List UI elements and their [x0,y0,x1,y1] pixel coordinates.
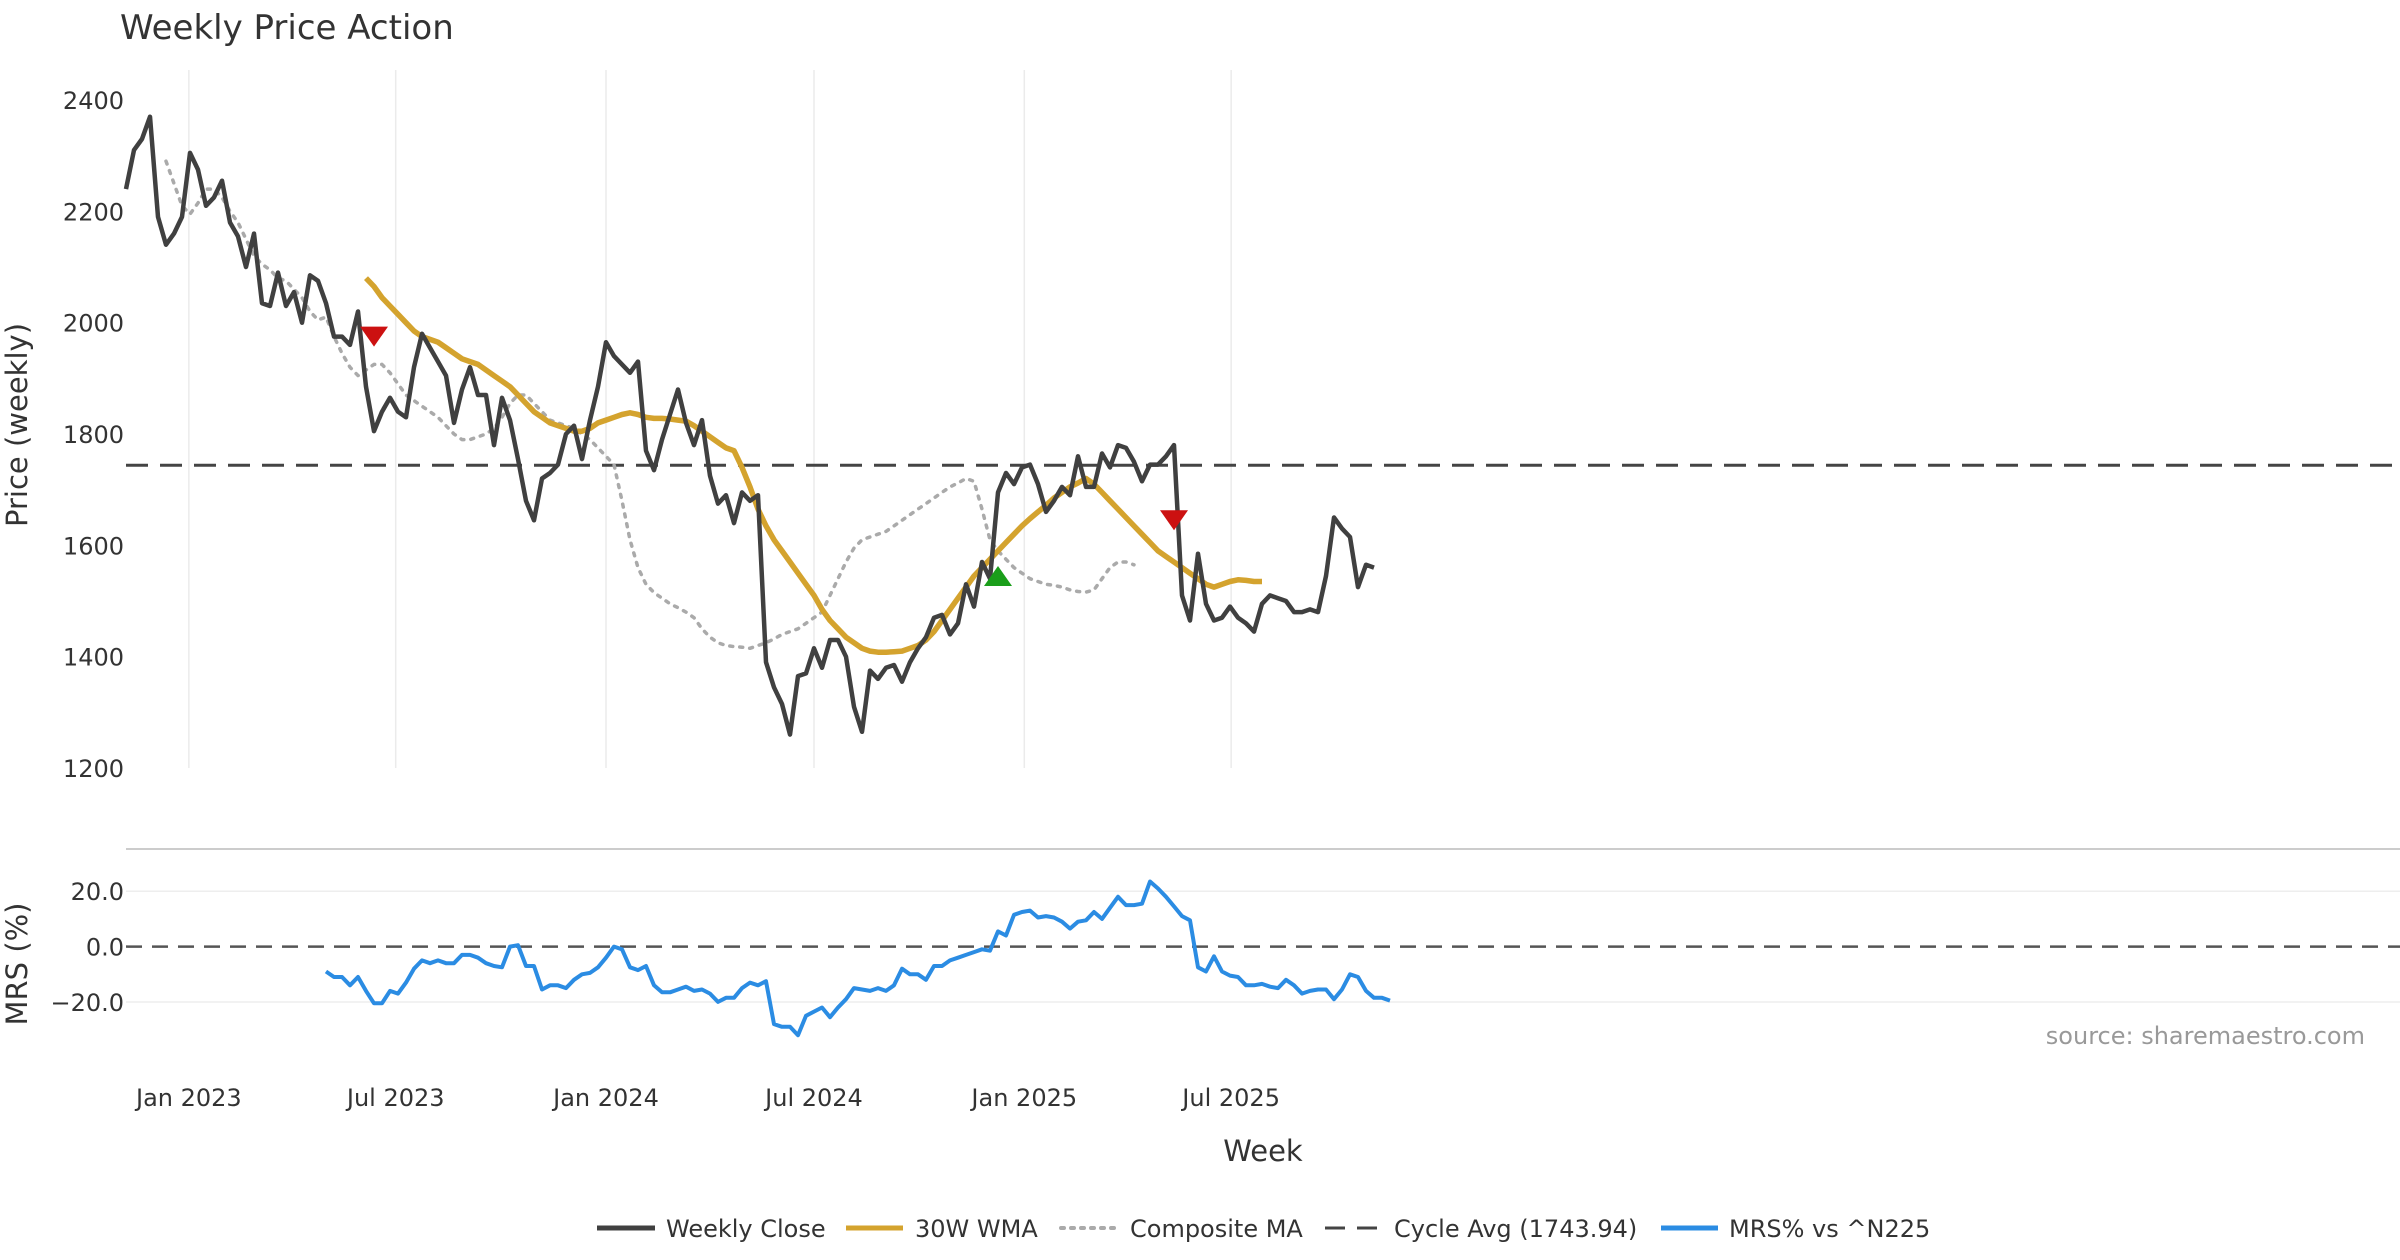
price-y-tick-label: 1200 [63,755,124,783]
legend-label-composite: Composite MA [1130,1215,1303,1243]
price-y-tick-label: 2400 [63,87,124,115]
vertical-gridlines [188,70,1232,768]
mrs-y-tick-label: −20.0 [50,989,124,1017]
mrs-series-line [324,879,1391,1038]
source-note: source: sharemaestro.com [2046,1022,2365,1050]
mrs-y-tick-label: 20.0 [71,878,124,906]
price-y-tick-label: 1400 [63,644,124,672]
legend-label-mrs: MRS% vs ^N225 [1729,1215,1930,1243]
sell-signal-marker [1160,510,1188,531]
price-y-tick-label: 2200 [63,198,124,226]
price-y-ticks: 1200 1400 1600 1800 2000 2200 2400 [63,87,124,783]
mrs-y-axis-label: MRS (%) [0,903,34,1026]
x-tick-label: Jul 2025 [1180,1084,1280,1112]
x-tick-label: Jul 2024 [763,1084,863,1112]
composite-ma-series-line [164,159,1136,651]
x-tick-label: Jan 2024 [551,1084,659,1112]
legend-label-wma: 30W WMA [915,1215,1038,1243]
x-ticks: Jan 2023 Jul 2023 Jan 2024 Jul 2024 Jan 2025… [134,1084,1280,1112]
legend: Weekly Close 30W WMA Composite MA Cycle … [597,1215,1930,1243]
x-tick-label: Jul 2023 [345,1084,445,1112]
price-y-tick-label: 2000 [63,310,124,338]
price-y-axis-label: Price (weekly) [0,323,34,527]
x-axis-label: Week [1223,1134,1303,1168]
mrs-y-ticks: −20.0 0.0 20.0 [50,878,2400,1017]
signal-markers [360,326,1188,586]
weekly-close-series-line [123,114,1375,737]
mrs-y-tick-label: 0.0 [86,934,124,962]
price-y-tick-label: 1600 [63,532,124,560]
legend-label-cycle: Cycle Avg (1743.94) [1394,1215,1637,1243]
sell-signal-marker [360,326,388,347]
wma-30w-series-line [364,276,1262,655]
price-y-tick-label: 1800 [63,421,124,449]
x-tick-label: Jan 2025 [969,1084,1077,1112]
legend-label-close: Weekly Close [666,1215,826,1243]
chart-title: Weekly Price Action [120,8,454,48]
buy-signal-marker [984,565,1012,586]
x-tick-label: Jan 2023 [134,1084,242,1112]
